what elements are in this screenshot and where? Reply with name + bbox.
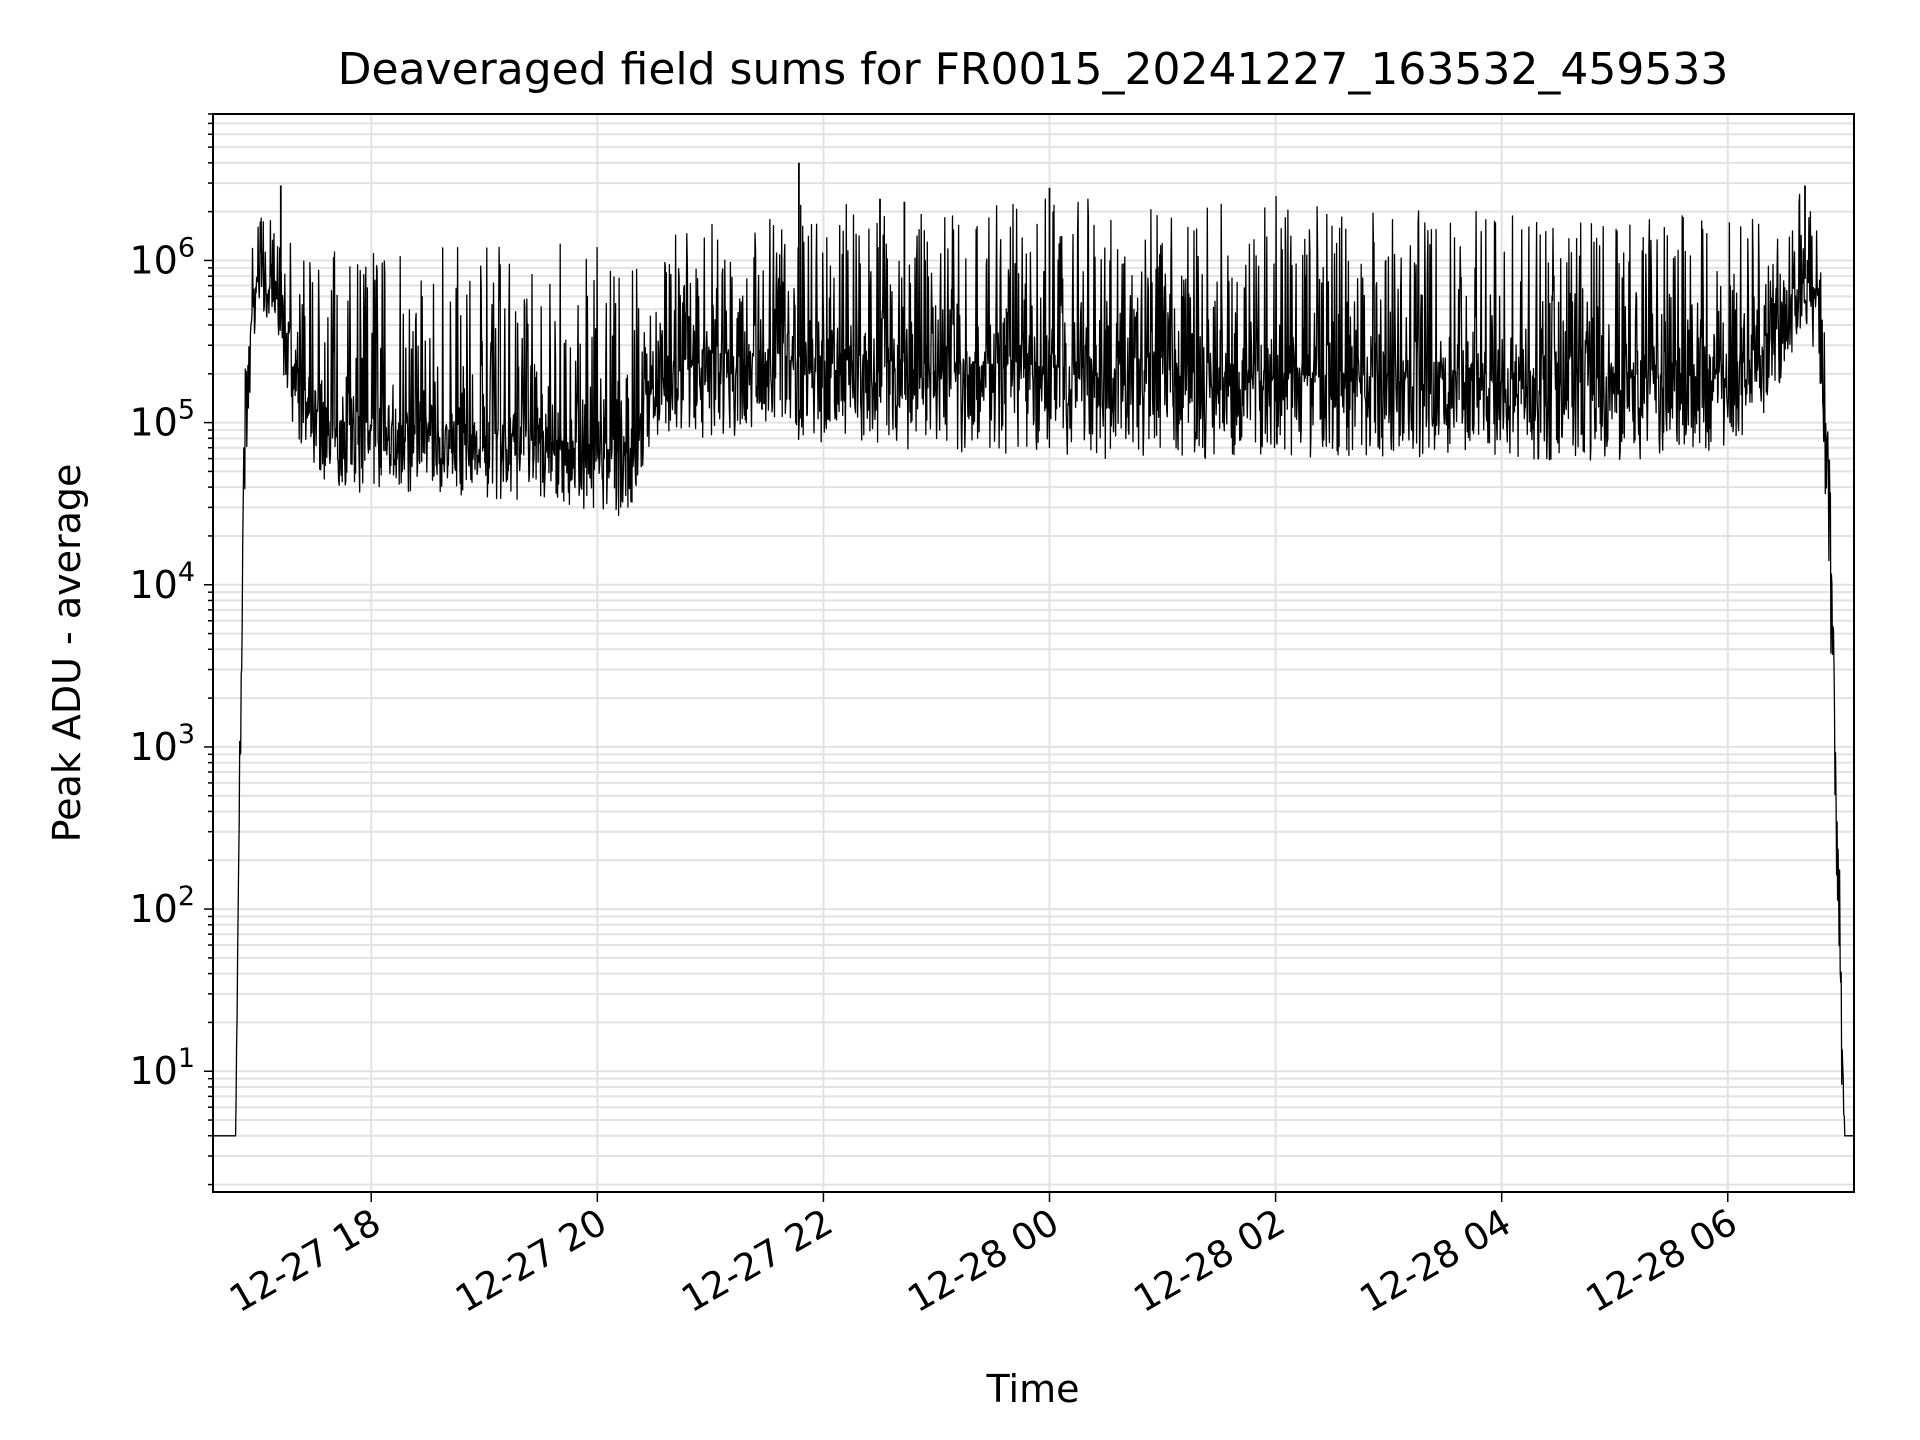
x-tick-label: 12-28 02 (1127, 1201, 1293, 1321)
x-axis-label: Time (986, 1367, 1080, 1411)
x-tick-label: 12-28 04 (1353, 1201, 1519, 1321)
y-tick-label: 106 (129, 232, 195, 282)
chart-title: Deaveraged field sums for FR0015_2024122… (338, 44, 1729, 95)
y-axis-label: Peak ADU - average (45, 464, 89, 843)
x-tick-label: 12-27 22 (674, 1201, 840, 1321)
x-tick-label: 12-27 20 (448, 1201, 614, 1321)
y-tick-label: 105 (129, 395, 195, 445)
x-tick-label: 12-27 18 (222, 1201, 388, 1321)
y-tick-label: 103 (129, 719, 195, 769)
x-tick-label: 12-28 06 (1579, 1201, 1745, 1321)
y-tick-label: 102 (129, 881, 195, 931)
y-tick-label: 104 (129, 557, 195, 607)
grid-lines (213, 113, 1854, 1192)
series-line (212, 193, 1855, 1137)
plot-area (212, 113, 1855, 1193)
series-spikes (279, 162, 1806, 368)
x-tick-label: 12-28 00 (900, 1201, 1066, 1321)
y-tick-label: 101 (129, 1043, 195, 1093)
